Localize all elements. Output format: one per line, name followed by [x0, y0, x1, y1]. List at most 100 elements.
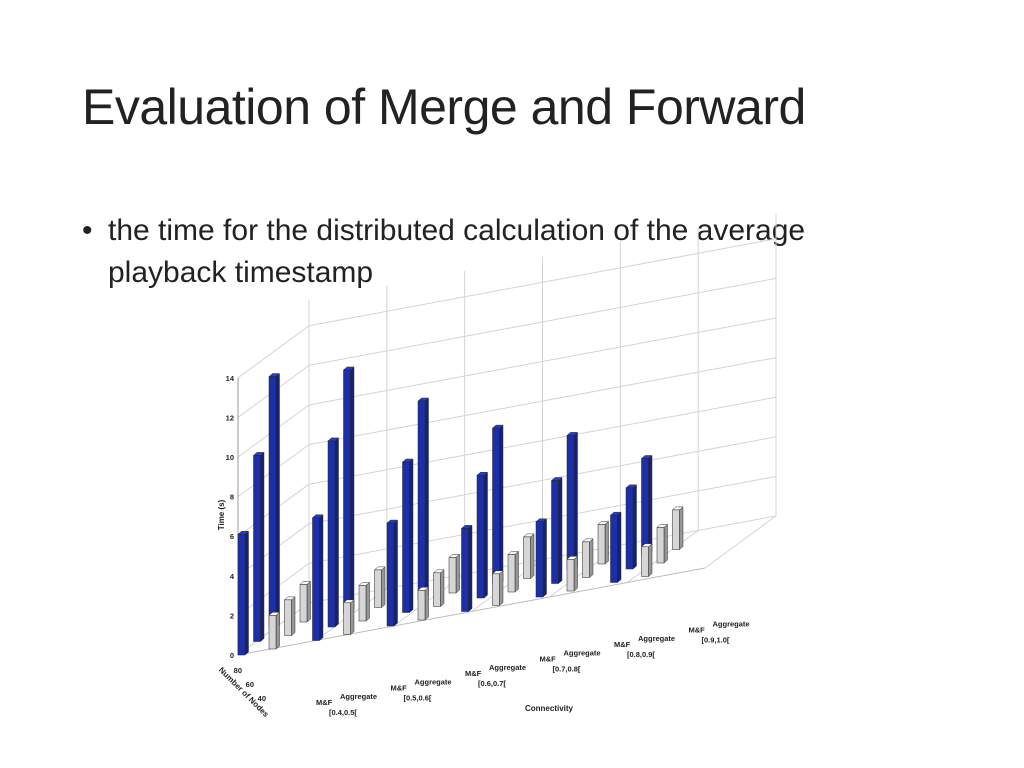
bar-side-face [393, 519, 398, 627]
bar-aggregate [640, 543, 653, 578]
method-label-mf: M&F [540, 655, 557, 664]
method-label-aggregate: Aggregate [415, 678, 452, 687]
bar-front-face [448, 557, 457, 594]
bar-mf [550, 476, 563, 585]
bar-side-face [275, 611, 280, 650]
bar-front-face [343, 369, 351, 614]
y-tick-label: 12 [226, 413, 234, 422]
method-label-aggregate: Aggregate [489, 663, 526, 672]
bar-front-face [461, 528, 469, 612]
bar-mf [327, 437, 340, 628]
bullet-list: • the time for the distributed calculati… [82, 210, 888, 294]
x-tick-label: [0.5,0.6[ [404, 694, 432, 703]
bar-front-face [492, 427, 500, 585]
bar-mf [491, 424, 504, 586]
bar-front-face [551, 480, 559, 584]
bar-mf [237, 530, 250, 656]
bar-front-face [523, 536, 531, 579]
method-label-mf: M&F [316, 698, 333, 707]
bar-side-face [365, 581, 370, 622]
bar-side-face [424, 586, 429, 621]
bar-front-face [237, 533, 246, 656]
method-label-mf: M&F [465, 669, 482, 678]
bar-mf [566, 431, 579, 571]
bar-front-face [476, 474, 485, 599]
bar-aggregate [417, 586, 430, 621]
method-label-aggregate: Aggregate [564, 649, 601, 658]
bar-side-face [350, 366, 355, 615]
method-label-mf: M&F [689, 626, 706, 635]
bullet-item: • the time for the distributed calculati… [82, 210, 888, 294]
bar-front-face [672, 509, 680, 550]
bar-side-face [648, 543, 653, 578]
bar-front-face [417, 590, 426, 621]
gridline-side [237, 325, 310, 379]
x-tick-label: [0.8,0.9[ [627, 650, 655, 659]
bar-side-face [589, 538, 594, 579]
bar-front-face [327, 440, 336, 628]
bar-mf [342, 366, 355, 615]
bar-side-face [499, 570, 504, 607]
y-tick-label: 8 [230, 493, 234, 502]
method-label-mf: M&F [391, 684, 408, 693]
bar-front-face [268, 376, 277, 629]
bar-aggregate [507, 550, 520, 593]
bar-front-face [343, 602, 351, 635]
bar-side-face [617, 511, 622, 584]
bar-front-face [566, 559, 575, 592]
bar-front-face [625, 487, 634, 570]
bar-mf [311, 514, 324, 642]
bar-aggregate [448, 553, 461, 594]
bar-side-face [381, 566, 386, 609]
bar-mf [417, 397, 430, 600]
bar-side-face [558, 476, 563, 585]
bar-aggregate [358, 581, 371, 622]
bar-side-face [319, 514, 324, 642]
x-tick-label: [0.4,0.5[ [329, 708, 357, 717]
y-tick-label: 4 [230, 572, 235, 581]
bar-aggregate [581, 538, 594, 579]
bar-aggregate [299, 580, 312, 623]
bar-aggregate [373, 566, 386, 609]
x-tick-label: [0.9,1.0[ [702, 636, 730, 645]
bar-front-face [597, 524, 606, 565]
bar-front-face [656, 527, 665, 564]
bar-side-face [604, 520, 609, 565]
bar-front-face [268, 615, 277, 650]
bar-mf [609, 511, 622, 584]
bar-side-face [424, 397, 429, 600]
bar-mf [460, 524, 473, 613]
bar-front-face [299, 584, 308, 623]
bar-side-face [648, 454, 653, 557]
bar-mf [252, 451, 265, 643]
bar-front-face [253, 455, 261, 642]
bar-mf [535, 518, 548, 598]
x-tick-label: [0.7,0.8[ [553, 665, 581, 674]
bar-mf [386, 519, 399, 627]
method-label-aggregate: Aggregate [713, 620, 750, 629]
bar-aggregate [342, 599, 355, 636]
bar-front-face [641, 546, 649, 577]
bar-aggregate [432, 569, 445, 608]
bullet-marker: • [82, 214, 93, 247]
chart-bars [237, 366, 684, 656]
bar-side-face [530, 533, 535, 580]
x-axis-label: Connectivity [525, 704, 574, 713]
bar-aggregate [522, 533, 535, 580]
bar-side-face [468, 524, 473, 613]
bar-mf [268, 372, 281, 629]
gridline-floor [704, 515, 777, 569]
bar-aggregate [268, 611, 281, 650]
bar-front-face [566, 435, 575, 571]
bar-front-face [492, 573, 500, 606]
bar-aggregate [283, 596, 296, 637]
bar-mf [640, 454, 653, 557]
bar-front-face [535, 521, 544, 598]
bar-side-face [514, 550, 519, 593]
method-label-aggregate: Aggregate [340, 692, 377, 701]
bar-front-face [358, 585, 367, 622]
bar-front-face [284, 599, 292, 636]
y-tick-label: 2 [230, 611, 234, 620]
